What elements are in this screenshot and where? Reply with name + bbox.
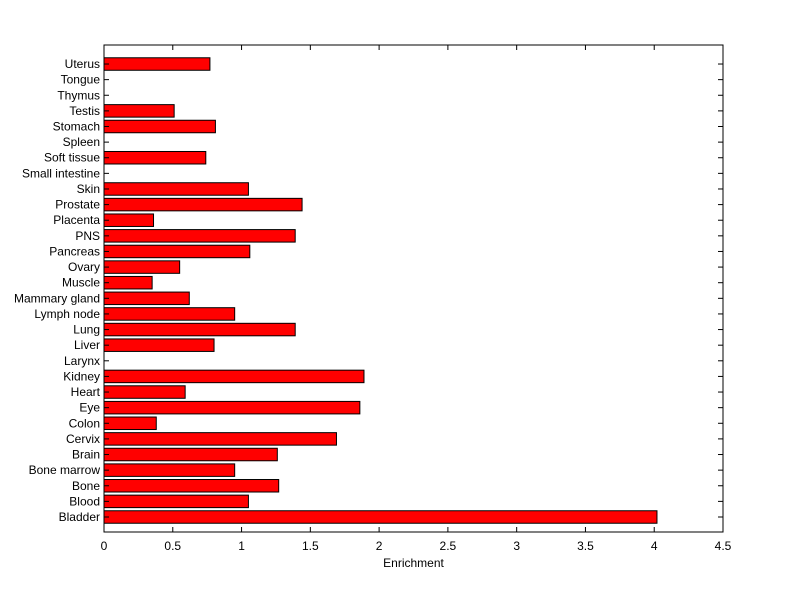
y-tick-label: Soft tissue xyxy=(44,151,100,165)
x-tick-label: 1 xyxy=(238,539,245,553)
y-tick-label: Uterus xyxy=(65,57,100,71)
bar-testis xyxy=(103,104,175,118)
y-tick-label: Thymus xyxy=(57,88,100,102)
y-tick-label: Testis xyxy=(69,104,100,118)
y-tick-label: Bone marrow xyxy=(29,463,101,477)
bar-stomach xyxy=(103,119,216,134)
x-tick-label: 4.5 xyxy=(715,539,732,553)
y-tick-label: Stomach xyxy=(53,120,100,134)
y-tick-label: Cervix xyxy=(66,432,100,446)
y-tick-label: Muscle xyxy=(62,276,100,290)
bar-liver xyxy=(103,338,215,352)
bar-bladder xyxy=(103,510,658,524)
x-tick-label: 1.5 xyxy=(302,539,319,553)
y-tick-label: Lung xyxy=(73,323,100,337)
y-tick-label: Eye xyxy=(79,401,100,415)
bar-mammary-gland xyxy=(103,291,190,306)
bar-kidney xyxy=(103,369,365,384)
bar-placenta xyxy=(103,213,155,227)
y-tick-label: Tongue xyxy=(61,73,101,87)
y-tick-label: Heart xyxy=(71,385,101,399)
bar-blood xyxy=(103,494,249,509)
x-tick-label: 3.5 xyxy=(577,539,594,553)
bar-lung xyxy=(103,322,296,337)
y-tick-label: Spleen xyxy=(63,135,100,149)
x-tick-label: 2 xyxy=(376,539,383,553)
x-axis-ticks: 0 0.5 1 1.5 2 2.5 3 3.5 4 4.5 xyxy=(101,45,732,553)
bar-bone xyxy=(103,479,280,493)
x-axis-label: Enrichment xyxy=(383,556,444,570)
y-tick-label: PNS xyxy=(75,229,100,243)
bar-pancreas xyxy=(103,244,251,259)
x-tick-label: 4 xyxy=(651,539,658,553)
bar-colon xyxy=(103,416,157,431)
x-tick-label: 0 xyxy=(101,539,108,553)
bar-bone-marrow xyxy=(103,463,236,477)
bar-lymph-node xyxy=(103,307,236,321)
y-tick-label: Brain xyxy=(72,448,100,462)
axes-frame xyxy=(103,44,724,533)
y-tick-label: Placenta xyxy=(53,213,100,227)
y-tick-label: Ovary xyxy=(68,260,100,274)
y-tick-label: Colon xyxy=(69,416,100,430)
bar-uterus xyxy=(103,57,211,71)
bar-prostate xyxy=(103,197,303,212)
y-tick-label: Prostate xyxy=(55,198,100,212)
y-tick-label: Liver xyxy=(74,338,100,352)
bar-cervix xyxy=(103,432,337,446)
bar-soft-tissue xyxy=(103,150,207,165)
bar-heart xyxy=(103,385,186,399)
x-tick-label: 3 xyxy=(513,539,520,553)
bar-eye xyxy=(103,400,361,415)
y-tick-label: Mammary gland xyxy=(14,291,100,305)
bar-ovary xyxy=(103,260,181,274)
y-tick-label: Small intestine xyxy=(22,166,100,180)
y-tick-label: Lymph node xyxy=(34,307,100,321)
bar-muscle xyxy=(103,275,153,290)
bar-brain xyxy=(103,447,278,462)
y-tick-label: Pancreas xyxy=(49,244,100,258)
y-tick-label: Blood xyxy=(69,494,100,508)
x-tick-label: 0.5 xyxy=(164,539,181,553)
y-tick-label: Bladder xyxy=(59,510,100,524)
bar-pns xyxy=(103,229,296,243)
x-tick-label: 2.5 xyxy=(440,539,457,553)
y-tick-label: Bone xyxy=(72,479,100,493)
bar-skin xyxy=(103,182,249,196)
y-tick-label: Larynx xyxy=(64,354,100,368)
y-tick-label: Skin xyxy=(77,182,100,196)
y-tick-label: Kidney xyxy=(63,369,100,383)
